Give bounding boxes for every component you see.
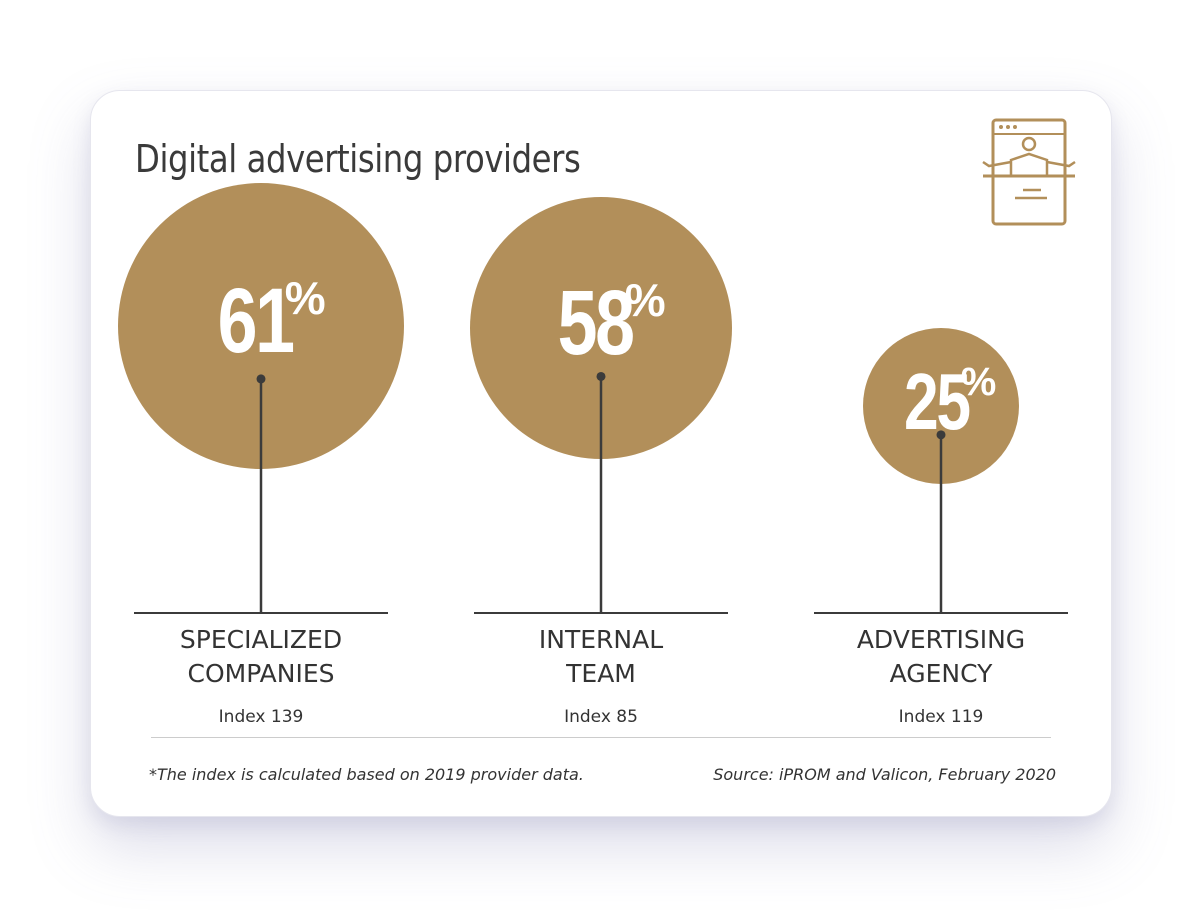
category-label: ADVERTISING AGENCY: [811, 623, 1071, 691]
category-label-line: ADVERTISING: [856, 625, 1026, 654]
category-label-line: COMPANIES: [187, 659, 335, 688]
value-label: 58%: [536, 272, 666, 375]
value-label: 25%: [886, 357, 997, 446]
index-label: Index 119: [898, 707, 984, 727]
category-label-line: TEAM: [566, 659, 636, 688]
bubble: [118, 183, 404, 469]
category-label-line: AGENCY: [889, 659, 993, 688]
category-label-line: SPECIALIZED: [179, 625, 343, 654]
index-label: Index 85: [564, 707, 638, 727]
bubble-dot: [596, 371, 606, 381]
presenter-screen-icon: [982, 118, 1076, 226]
value-number: 25: [903, 357, 971, 446]
category-label-line: INTERNAL: [538, 625, 664, 654]
chart-title: Digital advertising providers: [135, 137, 581, 181]
percent-sign: %: [624, 274, 666, 327]
value-label: 61%: [196, 270, 326, 373]
bubble: [863, 328, 1019, 484]
value-number: 58: [557, 272, 635, 375]
source-note: Source: iPROM and Valicon, February 2020: [713, 765, 1056, 784]
footnote: *The index is calculated based on 2019 p…: [149, 765, 584, 784]
category-label: INTERNAL TEAM: [471, 623, 731, 691]
category-label: SPECIALIZED COMPANIES: [131, 623, 391, 691]
percent-sign: %: [284, 272, 326, 325]
bubble-chart: [118, 183, 1068, 614]
infographic-card: Digital advertising providers 61% SPECIAL…: [90, 90, 1112, 817]
value-number: 61: [217, 270, 295, 373]
bubble: [470, 197, 732, 459]
index-label: Index 139: [218, 707, 304, 727]
bubble-dot: [256, 374, 266, 384]
percent-sign: %: [960, 360, 997, 404]
divider: [151, 737, 1051, 738]
bubble-dot: [936, 430, 946, 440]
